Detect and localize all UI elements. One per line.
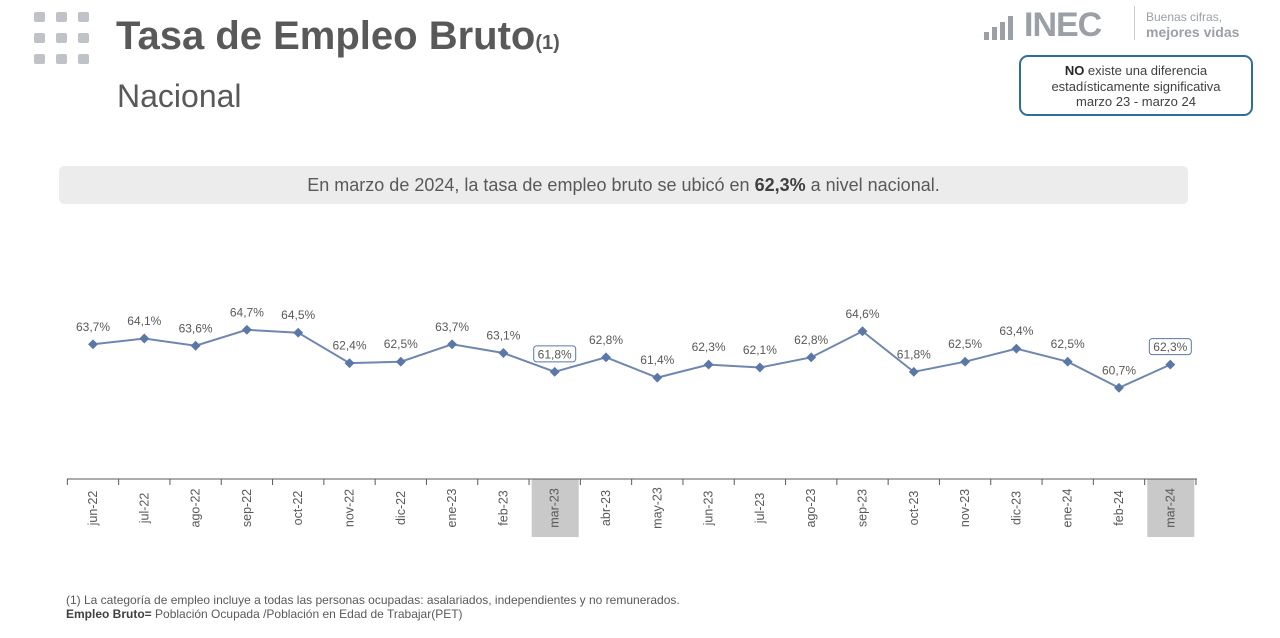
data-point-nov-22: [344, 358, 355, 369]
data-label-jun-22: 63,7%: [76, 320, 110, 334]
footnote-line1: (1) La categoría de empleo incluye a tod…: [66, 593, 680, 607]
data-point-feb-24: [1114, 382, 1124, 393]
data-label-oct-22: 64,5%: [281, 308, 315, 322]
page-title-text: Tasa de Empleo Bruto: [116, 14, 536, 58]
data-label-jul-22: 64,1%: [127, 314, 161, 328]
x-tick-label-oct-22: oct-22: [291, 491, 305, 526]
data-point-dic-22: [395, 356, 406, 367]
x-tick-label-jul-23: jul-23: [753, 493, 767, 525]
logo-wordmark: INEC: [1024, 6, 1102, 44]
page-subtitle: Nacional: [117, 78, 242, 114]
data-point-sep-23: [857, 326, 868, 337]
summary-banner: En marzo de 2024, la tasa de empleo brut…: [59, 166, 1188, 204]
footnote-formula-label: Empleo Bruto=: [66, 607, 152, 621]
data-point-sep-22: [241, 324, 252, 335]
data-label-ago-23: 62,8%: [794, 333, 828, 347]
x-tick-label-nov-23: nov-23: [958, 489, 972, 527]
significance-text1: existe una diferencia: [1084, 63, 1208, 78]
decorative-dots-icon: [34, 12, 90, 68]
data-label-dic-22: 62,5%: [384, 337, 418, 351]
footnote: (1) La categoría de empleo incluye a tod…: [66, 593, 680, 621]
logo-divider: [1134, 6, 1135, 40]
x-tick-label-dic-22: dic-22: [394, 491, 408, 525]
logo-slogan-line1: Buenas cifras,: [1146, 10, 1223, 24]
x-tick-label-jul-22: jul-22: [137, 493, 151, 525]
significance-text2: estadísticamente significativa: [1051, 78, 1221, 94]
data-label-ene-24: 62,5%: [1051, 337, 1085, 351]
data-label-sep-23: 64,6%: [845, 307, 879, 321]
highlight-band-mar-23: [531, 479, 579, 537]
data-point-ago-23: [806, 352, 817, 363]
data-point-may-23: [652, 372, 663, 383]
data-point-jun-22: [88, 339, 98, 350]
page-title-note: (1): [535, 32, 560, 54]
x-tick-label-ago-23: ago-23: [804, 488, 818, 527]
data-label-oct-23: 61,8%: [897, 347, 931, 361]
x-tick-label-ene-24: ene-24: [1061, 488, 1075, 527]
x-tick-label-jun-23: jun-23: [702, 491, 716, 527]
data-point-abr-23: [601, 352, 611, 363]
data-label-ago-22: 63,6%: [179, 321, 213, 335]
data-point-ene-24: [1062, 356, 1073, 367]
banner-text-after: a nivel nacional.: [805, 175, 940, 195]
significance-no: NO: [1064, 63, 1085, 78]
x-tick-label-feb-24: feb-24: [1112, 490, 1126, 525]
x-tick-label-feb-23: feb-23: [496, 490, 510, 525]
data-label-mar-23: 61,8%: [538, 347, 572, 361]
data-label-nov-23: 62,5%: [948, 337, 982, 351]
x-tick-label-oct-23: oct-23: [907, 491, 921, 526]
page-title: Tasa de Empleo Bruto(1): [116, 14, 560, 59]
inec-logo: INEC Buenas cifras, mejores vidas: [984, 6, 1264, 46]
x-tick-label-mar-24: mar-24: [1163, 488, 1177, 528]
series-line: [92, 328, 1171, 389]
data-point-dic-23: [1011, 343, 1022, 354]
x-tick-label-sep-22: sep-22: [240, 489, 254, 527]
x-tick-label-dic-23: dic-23: [1009, 491, 1023, 525]
x-tick-label-may-23: may-23: [650, 487, 664, 529]
data-label-abr-23: 62,8%: [589, 333, 623, 347]
data-point-oct-22: [293, 327, 304, 338]
logo-slogan-line2: mejores vidas: [1146, 24, 1240, 40]
data-point-nov-23: [960, 356, 971, 367]
data-point-jul-23: [754, 362, 765, 373]
banner-text-before: En marzo de 2024, la tasa de empleo brut…: [307, 175, 755, 195]
footnote-formula: Población Ocupada /Población en Edad de …: [151, 607, 463, 621]
data-point-ago-22: [190, 340, 201, 351]
x-tick-label-nov-22: nov-22: [343, 489, 357, 527]
data-label-mar-24: 62,3%: [1153, 340, 1187, 354]
employment-rate-line-chart: 63,7% jun-22 64,1% jul-22 63,6% ago-22 64,7% se…: [66, 305, 1197, 537]
x-tick-label-jun-22: jun-22: [86, 491, 100, 527]
x-tick-label-mar-23: mar-23: [548, 488, 562, 528]
x-tick-label-ago-22: ago-22: [189, 488, 203, 527]
x-tick-label-ene-23: ene-23: [445, 488, 459, 527]
data-label-may-23: 61,4%: [640, 353, 674, 367]
x-tick-label-sep-23: sep-23: [856, 489, 870, 527]
significance-box: NO existe una diferencia estadísticament…: [1019, 55, 1253, 116]
data-point-ene-23: [447, 339, 458, 350]
data-point-jun-23: [703, 359, 714, 370]
data-label-feb-23: 63,1%: [486, 329, 520, 343]
x-tick-label-abr-23: abr-23: [599, 490, 613, 526]
data-label-sep-22: 64,7%: [230, 305, 264, 319]
data-label-nov-22: 62,4%: [332, 339, 366, 353]
banner-value: 62,3%: [754, 175, 806, 195]
data-point-mar-24: [1165, 359, 1176, 370]
data-point-mar-23: [549, 366, 560, 377]
data-label-box-mar-23: [533, 345, 577, 363]
data-point-oct-23: [908, 366, 919, 377]
data-label-box-mar-24: [1148, 338, 1192, 356]
data-label-dic-23: 63,4%: [999, 324, 1033, 338]
data-label-feb-24: 60,7%: [1102, 363, 1136, 377]
highlight-band-mar-24: [1147, 479, 1195, 537]
data-label-jun-23: 62,3%: [692, 340, 726, 354]
data-point-feb-23: [498, 348, 509, 358]
data-label-jul-23: 62,1%: [743, 343, 777, 357]
data-label-ene-23: 63,7%: [435, 320, 469, 334]
signal-bars-icon: [984, 16, 1024, 40]
data-point-jul-22: [139, 333, 150, 344]
significance-period: marzo 23 - marzo 24: [1076, 94, 1196, 109]
